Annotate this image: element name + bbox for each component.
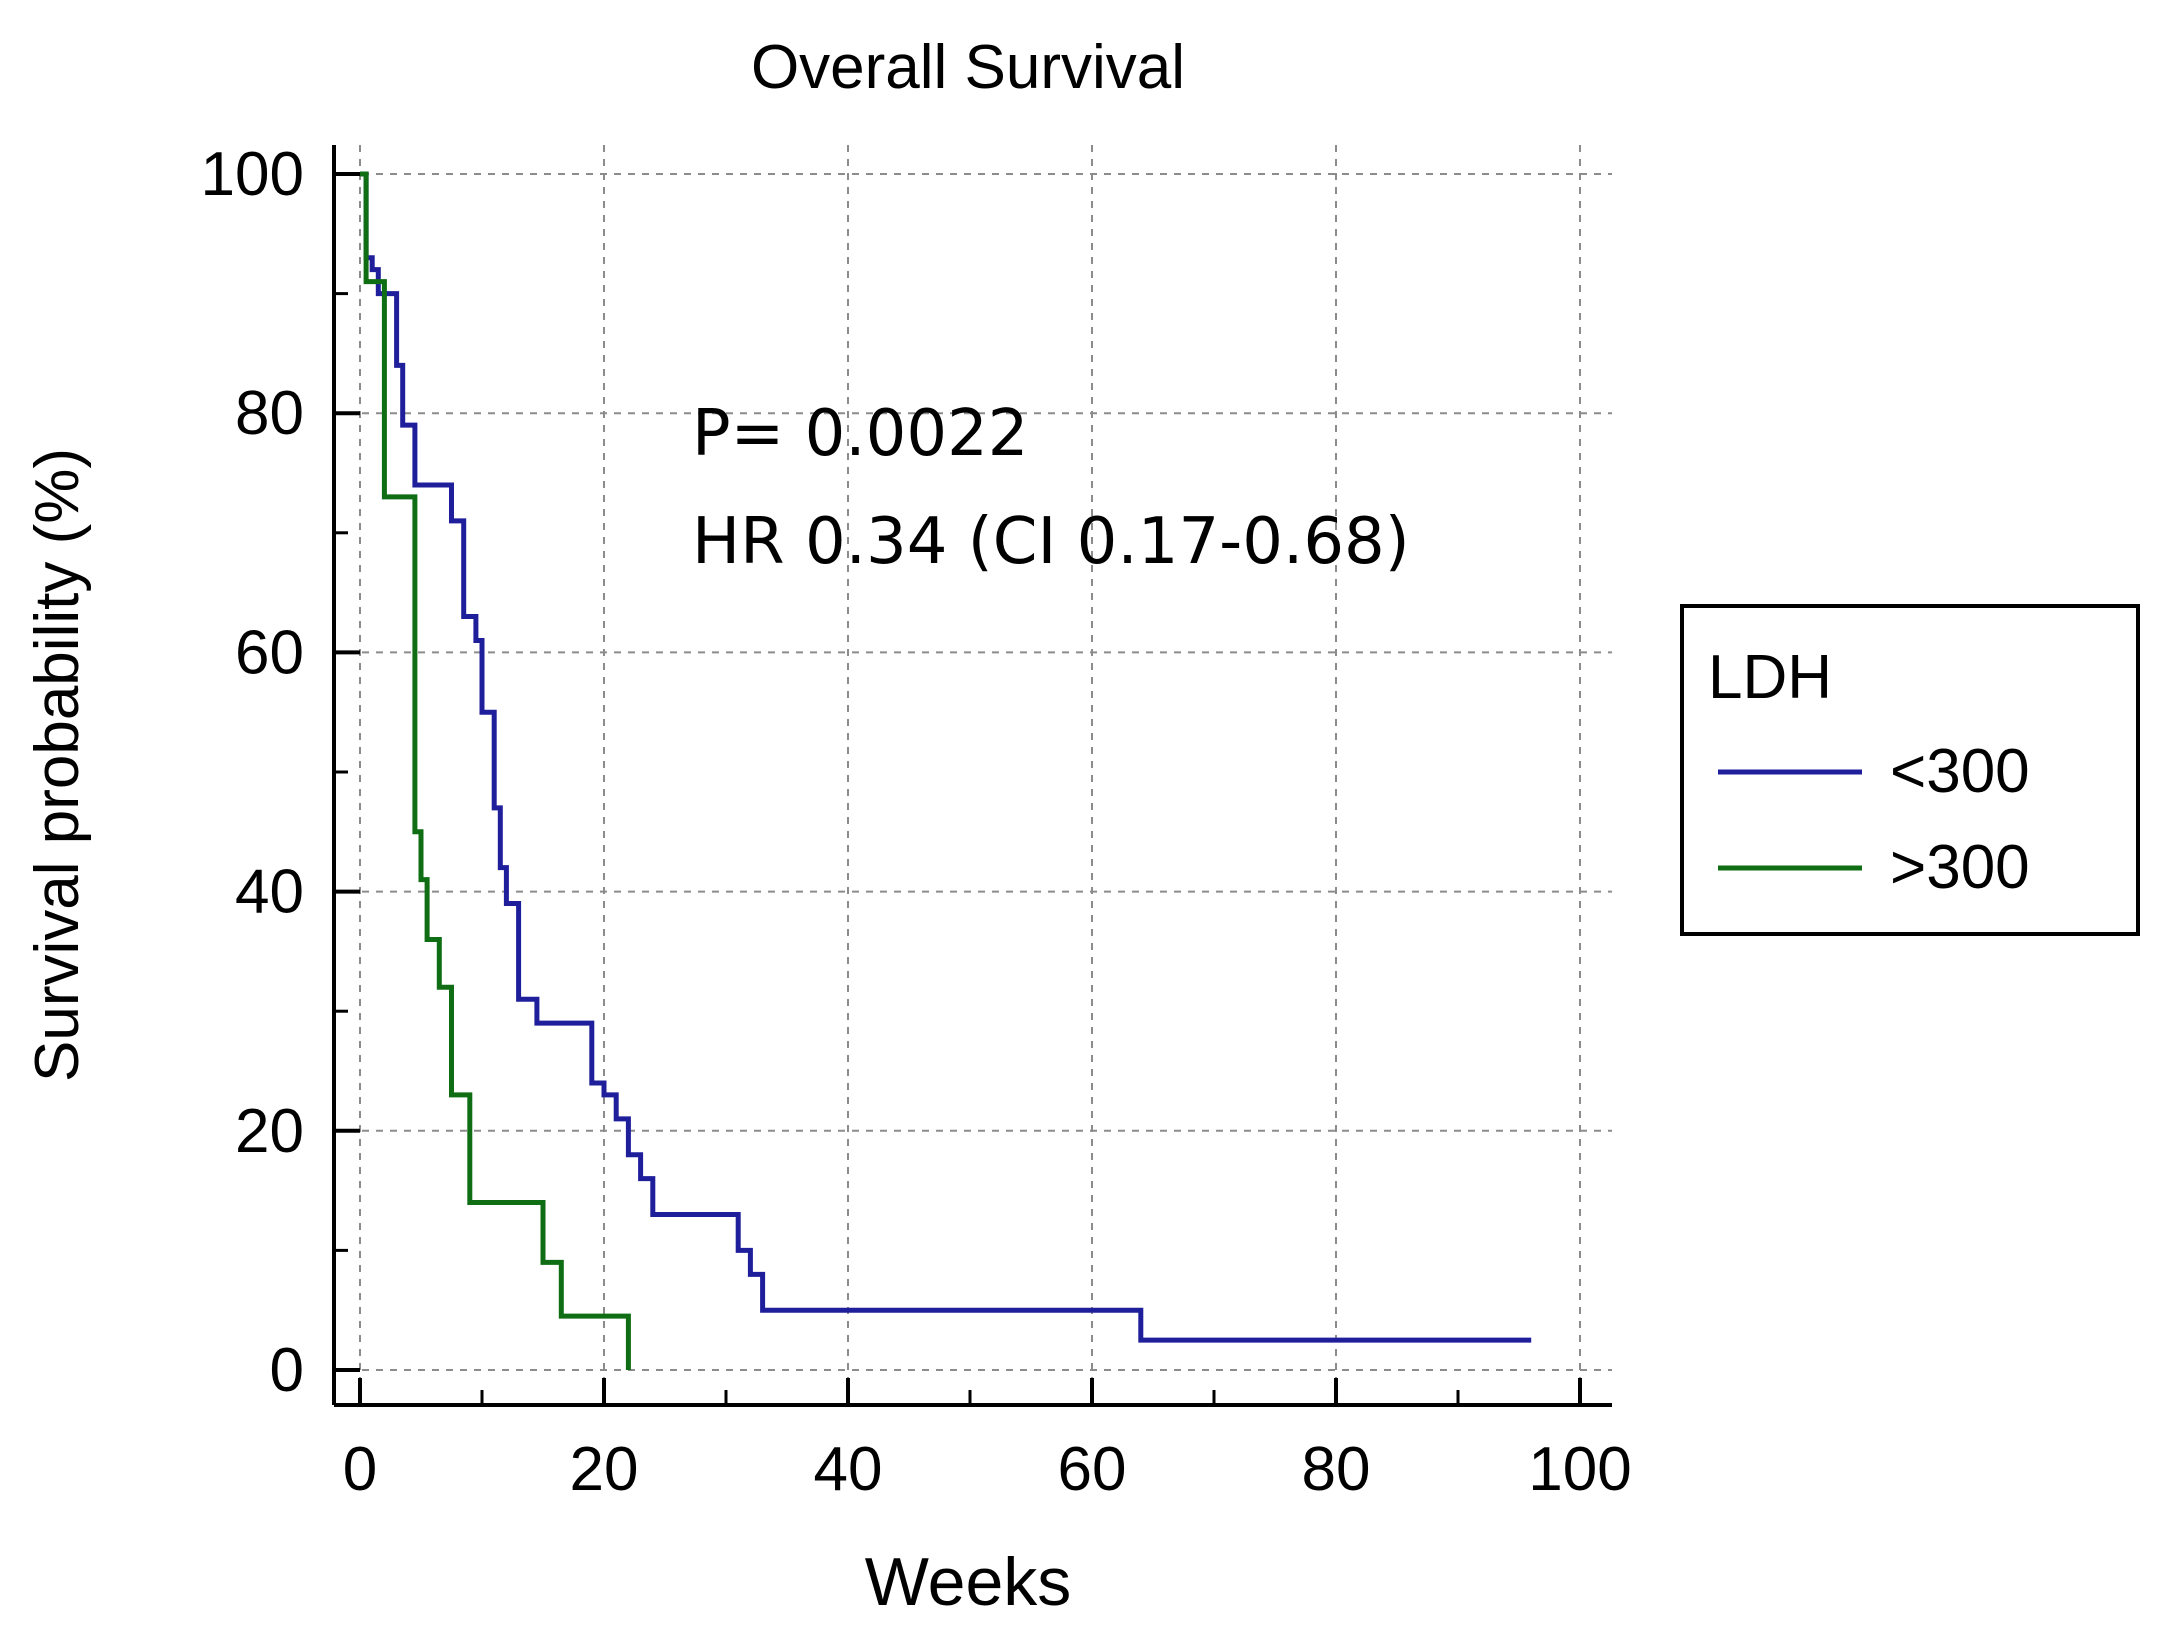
x-tick-label-60: 60 [1058,1435,1127,1504]
survival-curve-ldh-below-300 [360,171,1532,1343]
x-tick-label-20: 20 [570,1435,639,1504]
axis-tick-labels: 0 20 40 60 80 100 0 20 40 60 80 100 [201,140,1632,1504]
x-tick-label-40: 40 [814,1435,883,1504]
hazard-ratio-annotation: HR 0.34 (CI 0.17-0.68) [692,505,1410,579]
chart-title: Overall Survival [751,33,1185,102]
y-tick-label-80: 80 [235,379,304,448]
y-tick-label-60: 60 [235,618,304,687]
grid-lines [334,145,1612,1405]
axis-ticks [334,172,1582,1405]
y-axis-label: Survival probability (%) [23,448,92,1082]
y-tick-label-100: 100 [201,140,304,209]
x-axis-label: Weeks [865,1544,1072,1620]
survival-curve-ldh-above-300 [360,171,631,1370]
x-tick-label-0: 0 [343,1435,377,1504]
legend-title: LDH [1708,643,1832,712]
plot-axes [332,145,1612,1407]
p-value-annotation: P= 0.0022 [692,397,1029,471]
y-tick-label-40: 40 [235,858,304,927]
legend-label-ldh-above-300: >300 [1890,833,2030,902]
survival-curves [360,171,1532,1370]
x-tick-label-100: 100 [1528,1435,1631,1504]
x-tick-label-80: 80 [1302,1435,1371,1504]
legend-label-ldh-below-300: <300 [1890,737,2030,806]
y-tick-label-0: 0 [270,1336,304,1405]
y-tick-label-20: 20 [235,1097,304,1166]
legend: LDH <300 >300 [1680,604,2140,936]
